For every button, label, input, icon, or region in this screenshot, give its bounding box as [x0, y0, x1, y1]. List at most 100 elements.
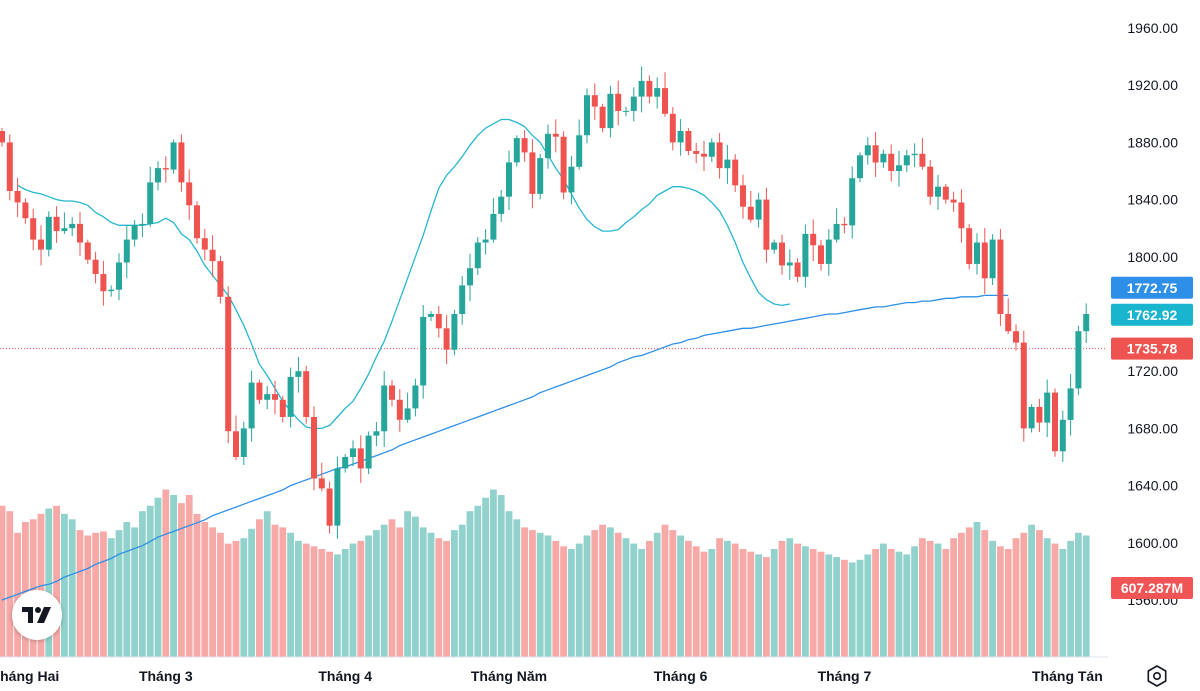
candle-body [357, 448, 364, 469]
candle-body [849, 178, 856, 226]
candle-body [552, 133, 559, 137]
volume-bar [443, 540, 450, 657]
volume-bar [248, 528, 255, 658]
candle-body [911, 153, 918, 156]
volume-bar [201, 522, 209, 657]
candle-body [623, 110, 629, 112]
candle-body [334, 468, 341, 526]
candle-body [100, 274, 107, 292]
volume-bar [84, 535, 92, 657]
candle-body [545, 133, 551, 159]
volume-bar [357, 540, 365, 657]
volume-bar [778, 540, 786, 657]
tradingview-logo-glyph [22, 607, 51, 623]
volume-bar [295, 540, 302, 657]
volume-bar [123, 522, 131, 657]
candle-body [272, 394, 278, 400]
volume-bar [505, 511, 513, 657]
volume-bar [825, 554, 833, 657]
last-price-badge: 1735.78 [1111, 337, 1193, 360]
volume-bar [661, 524, 669, 657]
y-tick-label: 1840.00 [1127, 192, 1178, 208]
volume-bar [6, 511, 14, 657]
candle-body [747, 206, 754, 220]
candle-body [342, 457, 349, 469]
volume-bar [614, 532, 622, 657]
volume-bar [92, 532, 99, 657]
candle-body [498, 196, 505, 214]
volume-bar [302, 543, 310, 657]
volume-bar [209, 527, 216, 657]
volume-bar [240, 538, 248, 657]
volume-bar [1020, 532, 1028, 657]
volume-bar [521, 527, 528, 657]
candle-body [303, 371, 310, 417]
volume-bar [490, 489, 497, 657]
candle-body [412, 385, 419, 409]
candle-body [584, 95, 590, 136]
svg-text:1762.92: 1762.92 [1127, 307, 1178, 323]
candlesticks [0, 66, 1090, 539]
candle-body [365, 435, 372, 469]
volume-bar [529, 530, 536, 657]
volume-bar [341, 549, 349, 657]
volume-bar [809, 549, 817, 657]
svg-text:1735.78: 1735.78 [1127, 341, 1178, 357]
volume-bar [802, 546, 809, 657]
candle-body [139, 223, 146, 226]
volume-bar [458, 524, 466, 657]
candle-body [701, 153, 707, 157]
volume-bar [989, 540, 996, 657]
candle-body [225, 296, 232, 432]
volume-bar [115, 530, 123, 657]
candle-body [295, 371, 302, 377]
volume-bar [146, 505, 154, 657]
candle-body [194, 205, 200, 239]
candle-body [389, 385, 395, 400]
candle-body [599, 106, 606, 129]
candle-body [30, 218, 37, 240]
volume-bar [856, 559, 864, 657]
svg-text:1772.75: 1772.75 [1127, 280, 1178, 296]
volume-bar [396, 527, 404, 657]
candle-body [989, 239, 996, 279]
candle-body [61, 228, 68, 232]
candle-body [53, 216, 60, 232]
candle-body [467, 268, 473, 286]
volume-bar [763, 557, 770, 657]
x-tick-label: Tháng 3 [139, 668, 193, 684]
volume-bar [685, 540, 692, 657]
volume-bar [419, 527, 427, 657]
candle-body [779, 242, 785, 266]
volume-bar [1075, 532, 1082, 657]
tradingview-logo-icon[interactable] [12, 590, 62, 640]
volume-bar [739, 549, 747, 657]
candle-body [38, 239, 44, 250]
candle-body [256, 382, 263, 400]
candle-body [404, 408, 411, 420]
volume-bar [973, 522, 981, 657]
volume-bar [263, 511, 271, 657]
svg-text:607.287M: 607.287M [1121, 580, 1183, 596]
volume-bar [76, 530, 84, 657]
volume-bar [466, 511, 474, 657]
candle-body [958, 202, 965, 229]
candle-body [131, 225, 138, 240]
candle-body [326, 488, 333, 526]
y-tick-label: 1920.00 [1127, 77, 1178, 93]
candle-body [318, 478, 325, 489]
candle-body [1052, 392, 1058, 452]
candle-body [1067, 388, 1074, 420]
candle-body [576, 135, 583, 167]
candle-body [451, 314, 458, 350]
candle-body [646, 80, 653, 97]
volume-bar [755, 554, 762, 657]
volume-bar [1036, 530, 1043, 657]
gear-icon[interactable] [1145, 664, 1169, 688]
candle-body [1013, 331, 1019, 343]
volume-bar [544, 535, 552, 657]
candle-body [818, 245, 824, 264]
volume-bar [380, 524, 388, 657]
candle-body [669, 113, 676, 143]
